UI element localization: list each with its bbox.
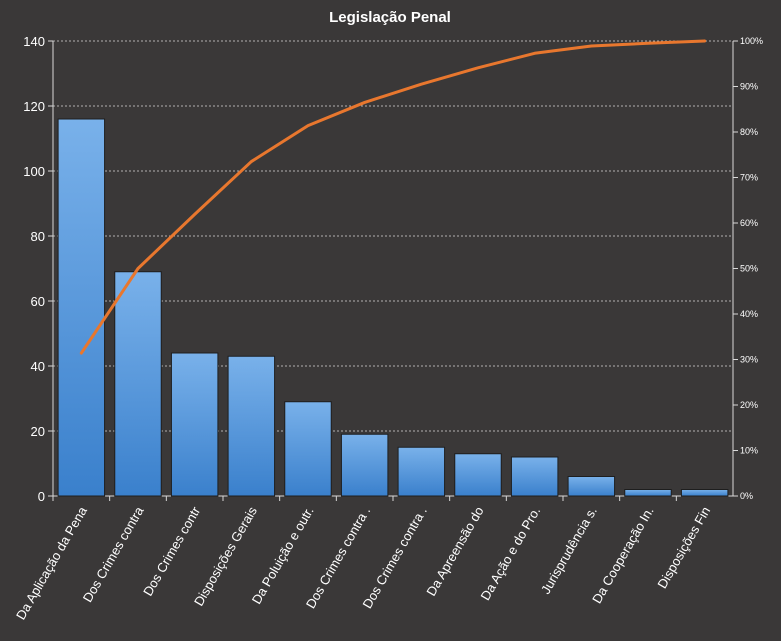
bar [284,401,332,497]
bar [340,433,389,497]
bar [57,118,106,497]
y2-tick-label: 40% [740,309,758,319]
bar-layer [57,118,729,497]
y2-tick-label: 90% [740,82,758,92]
bar [680,489,729,497]
y2-tick-label: 20% [740,400,758,410]
bar [397,446,446,497]
y-tick-label: 140 [23,34,45,49]
x-tick-label: Dos Crimes contra . [303,504,373,611]
x-tick-label: Disposições Gerais [191,504,260,609]
bar [510,456,559,497]
x-tick-label: Dos Crimes contr [140,503,204,598]
x-tick-label: Da Aplicação da Pena [13,503,90,622]
y2-tick-label: 100% [740,36,763,46]
y2-tick-label: 10% [740,446,758,456]
y2-tick-label: 30% [740,355,758,365]
x-tick-label: Dos Crimes contra [80,503,147,604]
bar [567,476,616,497]
y2-tick-label: 80% [740,127,758,137]
y-tick-label: 20 [31,424,45,439]
y2-tick-label: 50% [740,264,758,274]
y-tick-label: 80 [31,229,45,244]
bar [114,271,162,497]
y2-tick-label: 0% [740,491,753,501]
y2-tick-label: 60% [740,218,758,228]
bar [624,489,672,497]
y-tick-label: 40 [31,359,45,374]
axis-layer [48,40,738,501]
y2-tick-label: 70% [740,173,758,183]
bar [227,355,276,497]
y-tick-label: 0 [38,489,45,504]
x-tick-label: Da Apreensão do [423,504,486,599]
x-tick-label: Disposições Fin [654,504,713,591]
bar [454,453,502,497]
x-tick-label: Dos Crimes contra . [360,504,430,611]
x-tick-label: Da Ação e do Pro. [478,504,544,603]
x-tick-label: Da Cooperação In. [589,504,657,606]
y-tick-label: 100 [23,164,45,179]
cumulative-line [79,39,707,355]
y-tick-label: 60 [31,294,45,309]
x-tick-label: Jurisprudência s. [538,504,600,597]
x-tick-label: Da Poluição e outr. [249,504,317,607]
y-tick-label: 120 [23,99,45,114]
cumulative-line-layer [79,39,707,355]
grid-layer [53,40,733,432]
bar [170,352,219,497]
chart-title: Legislação Penal [329,9,451,26]
